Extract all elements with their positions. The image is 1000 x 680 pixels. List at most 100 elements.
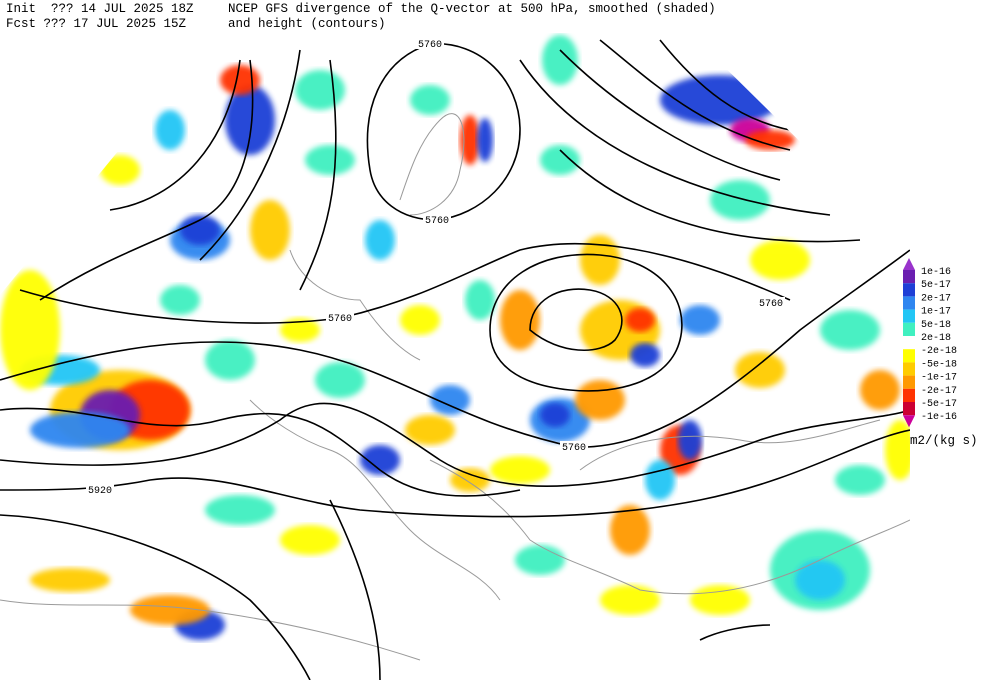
- colorbar-swatch: [903, 402, 915, 416]
- shaded-cell: [610, 505, 650, 555]
- shaded-cell: [795, 560, 845, 600]
- shaded-cell: [130, 595, 210, 625]
- shaded-cell: [295, 70, 345, 110]
- colorbar-swatch: [903, 283, 915, 297]
- contour-label: 5760: [418, 40, 442, 51]
- shaded-cell: [460, 115, 480, 165]
- contour-line: [659, 39, 791, 131]
- colorbar-swatch: [903, 309, 915, 323]
- shaded-cell: [30, 412, 130, 448]
- forecast-time: Fcst ??? 17 JUL 2025 15Z: [6, 17, 187, 31]
- contour-line: [0, 249, 910, 448]
- shaded-cell: [360, 445, 400, 475]
- contour-label-bg: [423, 214, 451, 225]
- colorbar-swatch: [903, 322, 915, 336]
- colorbar-label: 1e-16: [921, 267, 951, 278]
- contour-line: [599, 39, 791, 151]
- shaded-cell: [0, 270, 60, 390]
- shaded-cell: [500, 290, 540, 350]
- shaded-cell: [645, 460, 675, 500]
- shaded-cell: [745, 130, 795, 150]
- shaded-cell: [678, 420, 702, 460]
- shaded-cell: [450, 468, 490, 492]
- colorbar-arrow: [903, 258, 915, 270]
- coastline: [0, 599, 421, 661]
- contour-labels: 5760 5760 5760 5760 5760 5920: [86, 38, 785, 497]
- shaded-cell: [630, 343, 660, 367]
- shaded-cell: [405, 415, 455, 445]
- contour-label: 5760: [328, 314, 352, 325]
- coastline: [579, 419, 881, 471]
- shaded-cell: [155, 110, 185, 150]
- shaded-cell: [580, 235, 620, 285]
- shaded-cell: [735, 352, 785, 388]
- contour-label-bg: [416, 38, 444, 49]
- contour-label-bg: [560, 441, 588, 452]
- contour-line: [0, 407, 521, 497]
- contour-line: [39, 59, 254, 301]
- shaded-cell: [430, 385, 470, 415]
- contour-line: [489, 253, 683, 392]
- colorbar-label: 5e-18: [921, 320, 951, 331]
- coastline: [429, 459, 910, 595]
- shaded-cell: [860, 370, 900, 410]
- contour-line: [299, 59, 337, 291]
- colorbar-arrow: [903, 415, 915, 428]
- colorbar-label: -2e-18: [921, 346, 957, 357]
- shaded-cell: [477, 118, 493, 162]
- contour-line: [0, 402, 910, 487]
- contour-line: [19, 242, 791, 324]
- contour-label: 5920: [88, 486, 112, 497]
- shaded-cell: [225, 85, 275, 155]
- contour-line: [109, 59, 241, 211]
- contour-label: 5760: [562, 443, 586, 454]
- colorbar-swatch: [903, 296, 915, 310]
- colorbar-swatch: [903, 349, 915, 363]
- shaded-cell: [400, 305, 440, 335]
- shaded-cell: [835, 465, 885, 495]
- colorbar-swatch: [903, 375, 915, 389]
- colorbar-label: -2e-17: [921, 386, 957, 397]
- colorbar-swatch: [903, 270, 915, 284]
- contour-line: [519, 59, 831, 216]
- shaded-cell: [365, 220, 395, 260]
- contour-line: [559, 149, 861, 243]
- contour-line: [366, 43, 521, 221]
- shaded-cell: [750, 240, 810, 280]
- contour-line: [699, 624, 771, 641]
- shaded-cell: [30, 568, 110, 592]
- coastline: [249, 399, 501, 601]
- colorbar-label: 2e-18: [921, 333, 951, 344]
- shaded-cell: [160, 285, 200, 315]
- contour-line: [0, 429, 910, 518]
- shaded-cell: [410, 85, 450, 115]
- contour-line: [329, 499, 381, 680]
- shaded-cell: [575, 380, 625, 420]
- contour-line: [0, 514, 311, 680]
- shaded-cell: [250, 200, 290, 260]
- height-contours: [0, 39, 910, 680]
- shaded-cell: [490, 456, 550, 484]
- shaded-cell: [625, 308, 655, 332]
- colorbar-label: 2e-17: [921, 293, 951, 304]
- coastlines: [0, 113, 910, 661]
- contour-label-bg: [326, 312, 354, 323]
- shaded-cell: [220, 65, 260, 95]
- shaded-cell: [280, 525, 340, 555]
- colorbar-label: -1e-17: [921, 373, 957, 384]
- colorbar-label: -5e-18: [921, 359, 957, 370]
- shaded-cell: [540, 145, 580, 175]
- colorbar-label: -5e-17: [921, 399, 957, 410]
- contour-line: [199, 49, 301, 261]
- contour-label-bg: [86, 484, 114, 495]
- shaded-cell: [820, 310, 880, 350]
- shaded-cell: [680, 305, 720, 335]
- map-title: NCEP GFS divergence of the Q-vector at 5…: [228, 2, 716, 16]
- shaded-cell: [280, 318, 320, 342]
- colorbar-label: 5e-17: [921, 280, 951, 291]
- colorbar-swatch: [903, 336, 915, 350]
- colorbar-swatch: [903, 388, 915, 402]
- contour-line: [529, 288, 623, 352]
- shaded-cell: [205, 340, 255, 380]
- init-time: Init ??? 14 JUL 2025 18Z: [6, 2, 194, 16]
